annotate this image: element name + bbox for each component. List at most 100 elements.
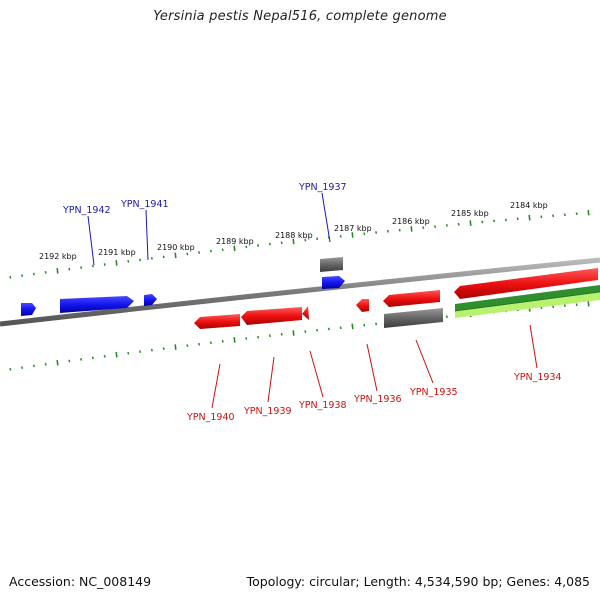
- genome-title: Yersinia pestis Nepal516, complete genom…: [153, 9, 447, 24]
- major-tick: [292, 330, 295, 336]
- minor-tick: [245, 337, 248, 340]
- reverse-gene[interactable]: [383, 290, 440, 307]
- minor-tick: [209, 249, 212, 253]
- minor-tick: [280, 241, 283, 245]
- forward-gene[interactable]: [144, 294, 157, 306]
- major-tick: [528, 214, 531, 221]
- feature-track-dark-green[interactable]: [455, 285, 600, 312]
- label-leader: [309, 350, 324, 398]
- minor-tick: [327, 327, 330, 331]
- gene-label-forward[interactable]: YPN_1942: [62, 205, 111, 216]
- reverse-gene[interactable]: [241, 307, 302, 325]
- major-tick: [351, 232, 354, 238]
- gene-label-forward[interactable]: YPN_1941: [120, 199, 169, 210]
- scale-label: 2184 kbp: [510, 201, 548, 210]
- major-tick: [174, 344, 177, 350]
- other-feature[interactable]: [320, 257, 343, 272]
- minor-tick: [221, 339, 224, 343]
- scale-label: 2190 kbp: [157, 243, 195, 252]
- minor-tick: [375, 322, 378, 326]
- major-tick: [56, 359, 59, 366]
- major-tick: [233, 337, 236, 343]
- gene-label-forward[interactable]: YPN_1937: [298, 182, 347, 193]
- gene-label-reverse[interactable]: YPN_1938: [298, 400, 347, 411]
- scale-label: 2192 kbp: [39, 252, 77, 261]
- minor-tick: [21, 366, 24, 369]
- label-leader: [366, 343, 378, 392]
- gene-label-reverse[interactable]: YPN_1939: [243, 406, 292, 417]
- minor-tick: [209, 341, 212, 345]
- reverse-gene[interactable]: [356, 299, 369, 312]
- reverse-gene[interactable]: [454, 268, 598, 299]
- topology-text: Topology: circular; Length: 4,534,590 bp…: [246, 574, 590, 589]
- label-leader: [529, 324, 538, 369]
- gene-label-reverse[interactable]: YPN_1940: [186, 412, 235, 423]
- label-leader: [415, 339, 434, 384]
- label-leader: [145, 209, 149, 261]
- label-leader: [211, 363, 221, 409]
- minor-tick: [375, 231, 378, 234]
- scale-ticks-upper: [9, 209, 590, 279]
- minor-tick: [9, 275, 12, 279]
- minor-tick: [44, 362, 47, 366]
- major-tick: [292, 238, 295, 245]
- minor-tick: [445, 315, 448, 319]
- reverse-gene[interactable]: [302, 306, 309, 320]
- minor-tick: [445, 224, 448, 227]
- minor-tick: [68, 267, 71, 271]
- minor-tick: [198, 251, 201, 254]
- minor-tick: [127, 351, 130, 355]
- minor-tick: [139, 258, 142, 262]
- minor-tick: [457, 222, 460, 226]
- scale-label: 2189 kbp: [216, 237, 254, 246]
- minor-tick: [186, 252, 189, 256]
- minor-tick: [398, 228, 401, 232]
- minor-tick: [386, 229, 389, 233]
- minor-tick: [575, 212, 578, 216]
- accession-text: Accession: NC_008149: [9, 574, 152, 589]
- forward-gene[interactable]: [322, 276, 345, 289]
- minor-tick: [80, 358, 83, 361]
- minor-tick: [481, 220, 484, 224]
- minor-tick: [304, 330, 307, 333]
- minor-tick: [103, 263, 106, 266]
- label-leader: [321, 192, 331, 243]
- minor-tick: [91, 264, 94, 268]
- major-tick: [115, 260, 118, 266]
- minor-tick: [493, 219, 496, 223]
- minor-tick: [363, 232, 366, 236]
- minor-tick: [245, 245, 248, 249]
- minor-tick: [150, 257, 153, 260]
- minor-tick: [9, 367, 12, 371]
- minor-tick: [257, 244, 260, 247]
- major-tick: [410, 226, 413, 232]
- minor-tick: [44, 271, 47, 274]
- scale-label: 2188 kbp: [275, 231, 313, 240]
- major-tick: [587, 209, 590, 216]
- minor-tick: [32, 272, 35, 276]
- major-tick: [587, 300, 590, 307]
- major-tick: [174, 252, 177, 259]
- minor-tick: [91, 356, 94, 360]
- minor-tick: [434, 225, 437, 228]
- minor-tick: [139, 350, 142, 353]
- major-tick: [115, 351, 118, 358]
- label-leader: [87, 215, 95, 266]
- major-tick: [56, 268, 59, 274]
- minor-tick: [257, 335, 260, 339]
- feature-track-light-green[interactable]: [455, 292, 600, 318]
- minor-tick: [127, 260, 130, 263]
- minor-tick: [162, 255, 165, 259]
- forward-gene[interactable]: [60, 296, 134, 313]
- gene-label-reverse[interactable]: YPN_1936: [353, 394, 402, 405]
- major-tick: [469, 220, 472, 226]
- reverse-gene[interactable]: [194, 314, 240, 329]
- gene-label-reverse[interactable]: YPN_1935: [409, 387, 458, 398]
- gene-label-reverse[interactable]: YPN_1934: [513, 372, 562, 383]
- forward-gene[interactable]: [21, 303, 36, 316]
- other-feature[interactable]: [384, 308, 443, 328]
- major-tick: [351, 323, 354, 330]
- minor-tick: [563, 213, 566, 217]
- minor-tick: [316, 237, 319, 241]
